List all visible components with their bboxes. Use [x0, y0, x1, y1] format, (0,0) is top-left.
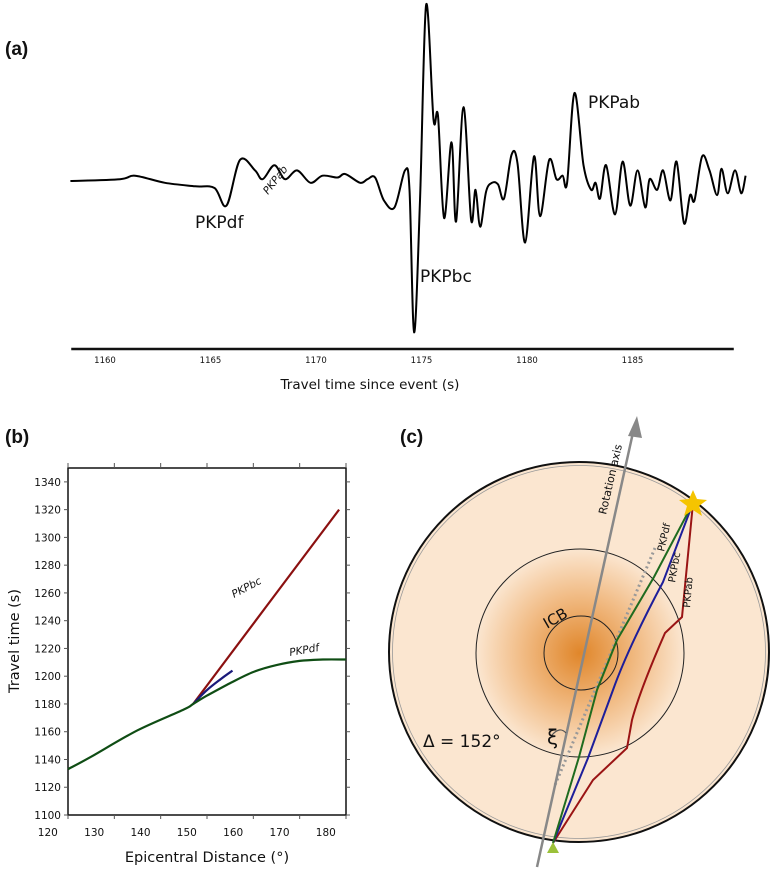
- earth-cross-section: Rotation axis ICB ξ Δ = 152° PKPdf PKPbc…: [388, 416, 770, 868]
- y-tick-label: 1120: [34, 782, 61, 794]
- y-tick-label: 1180: [34, 699, 61, 711]
- x-tick-label: 170: [269, 827, 289, 839]
- y-axis-label-b: Travel time (s): [7, 589, 23, 694]
- x-tick-label: 150: [177, 827, 197, 839]
- x-tick-label: 1165: [200, 356, 222, 366]
- ray-label-pkpbc: PKPbc: [667, 552, 683, 584]
- receiver-triangle-icon: [547, 842, 559, 853]
- x-tick-label: 130: [84, 827, 104, 839]
- series-label-pkpdf: PKPdf: [288, 642, 322, 659]
- annotation-pkpdf: PKPdf: [195, 213, 244, 233]
- series-label-pkpab: PKPab: [261, 163, 291, 196]
- series-pkpdf: [67, 658, 347, 771]
- y-tick-label: 1240: [34, 616, 61, 628]
- panel-b-label: (b): [5, 427, 29, 448]
- y-tick-label: 1300: [34, 532, 61, 544]
- ray-pkpbc: [552, 502, 694, 844]
- ray-pkpdf: [552, 502, 694, 844]
- panel-c-label: (c): [400, 427, 423, 448]
- plot-frame: [67, 467, 347, 816]
- x-tick-label: 140: [130, 827, 150, 839]
- y-tick-label: 1140: [34, 754, 61, 766]
- y-tick-label: 1220: [34, 643, 61, 655]
- x-tick-label: 120: [38, 827, 58, 839]
- y-tick-label: 1160: [34, 727, 61, 739]
- distance-label: Δ = 152°: [423, 732, 501, 752]
- series-label-pkpbc: PKPbc: [230, 575, 264, 601]
- angle-xi-label: ξ: [547, 725, 558, 749]
- series-pkpbc: [192, 669, 234, 705]
- annotation-pkpab: PKPab: [588, 93, 640, 113]
- x-axis-label-b: Epicentral Distance (°): [125, 850, 289, 866]
- seismogram-trace: [70, 3, 747, 334]
- series-pkpab: [192, 508, 340, 705]
- panel-a-label: (a): [5, 39, 28, 60]
- x-tick-label: 1160: [94, 356, 116, 366]
- angle-arc: [551, 729, 567, 736]
- arrow-head-icon: [628, 416, 642, 438]
- source-star-icon: [679, 490, 707, 516]
- x-tick-label: 1185: [622, 356, 644, 366]
- ray-pkpab: [552, 502, 694, 844]
- travel-time-panel: 120 130 140 150 160 170 180 1100 1120 1140 1160 118…: [34, 163, 350, 839]
- x-tick-label: 1180: [516, 356, 538, 366]
- seismogram-panel: 1160 1165 1170 1175 1180 1185: [70, 3, 747, 366]
- y-tick-label: 1340: [34, 477, 61, 489]
- x-tick-label: 1170: [305, 356, 327, 366]
- y-tick-label: 1280: [34, 560, 61, 572]
- y-tick-label: 1100: [34, 810, 61, 822]
- y-tick-label: 1200: [34, 671, 61, 683]
- x-tick-label: 1175: [411, 356, 433, 366]
- ray-label-pkpab: PKPab: [682, 577, 696, 608]
- x-tick-label: 160: [223, 827, 243, 839]
- x-axis-label-a: Travel time since event (s): [280, 377, 460, 393]
- inner-core-boundary: [543, 615, 619, 691]
- y-tick-label: 1320: [34, 505, 61, 517]
- rotation-axis: [535, 427, 636, 868]
- x-tick-label: 180: [316, 827, 336, 839]
- crust-line: [392, 465, 766, 839]
- y-tick-label: 1260: [34, 588, 61, 600]
- annotation-pkpbc: PKPbc: [420, 267, 472, 287]
